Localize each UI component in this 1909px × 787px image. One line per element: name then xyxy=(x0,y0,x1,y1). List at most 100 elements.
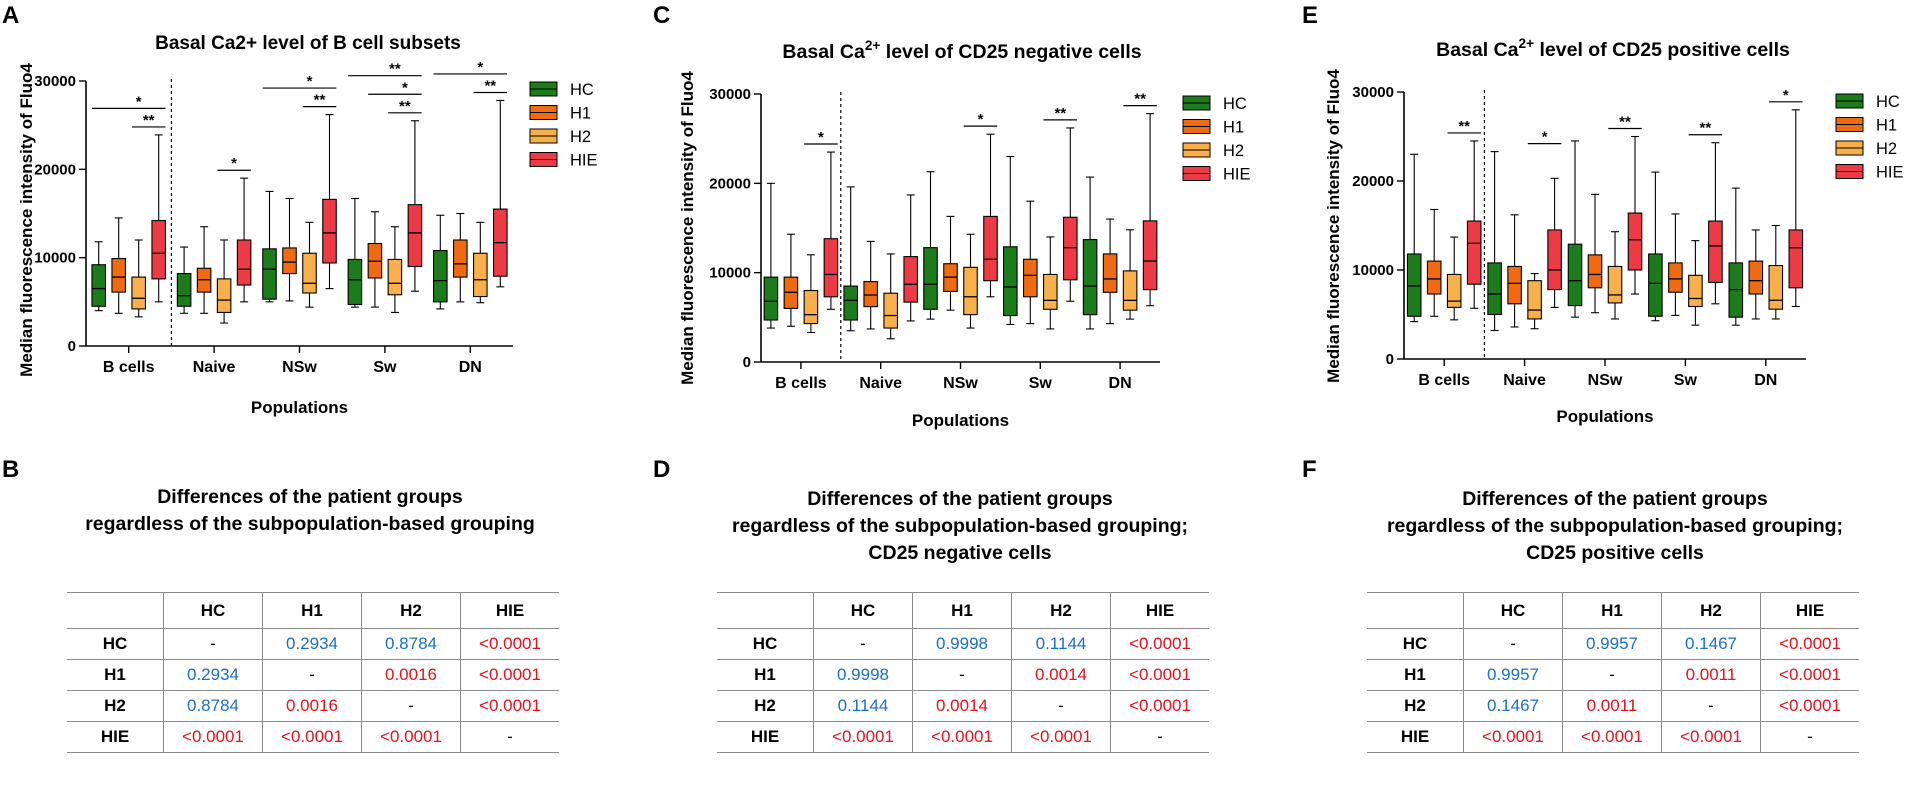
box-body xyxy=(1426,260,1442,295)
y-tick-label: 20000 xyxy=(1352,173,1394,190)
p-value-table-d: HC H1 H2 HIE HC -0.9998 0.1144 <0.0001 H1 0.9998-… xyxy=(717,592,1209,753)
row-header-h1: H1 xyxy=(67,659,164,691)
box-body xyxy=(1466,220,1482,285)
box-body xyxy=(1142,220,1158,291)
box-body xyxy=(1487,262,1502,316)
row-header-h1: H1 xyxy=(1367,659,1464,691)
y-tick-label: 30000 xyxy=(709,86,751,103)
row-header-hie: HIE xyxy=(1367,721,1464,753)
y-tick-label: 30000 xyxy=(1352,84,1394,101)
legend-label-h2: H2 xyxy=(1223,142,1244,160)
legend-label-h1: H1 xyxy=(570,105,591,123)
column-header-hc: HC xyxy=(200,600,226,620)
box-body xyxy=(322,198,337,264)
significance-label: * xyxy=(978,111,984,128)
box-hc xyxy=(1648,171,1663,322)
significance-label: * xyxy=(231,155,237,172)
y-axis-label: Median fluorescence intensity of Fluo4 xyxy=(678,71,697,385)
box-h1 xyxy=(452,212,468,303)
row-header-hc: HC xyxy=(717,628,814,660)
box-h2 xyxy=(803,254,819,334)
x-tick-label: Naive xyxy=(859,375,902,392)
panel-letter-b: B xyxy=(2,456,20,483)
charts-canvas: Basal Ca2+ level of B cell subsets Median… xyxy=(17,33,1904,430)
box-body xyxy=(823,238,839,298)
p-value-cell: <0.0001 xyxy=(1760,690,1859,722)
box-hc xyxy=(432,214,448,310)
chart-title: Basal Ca2+ level of B cell subsets xyxy=(155,33,461,54)
box-body xyxy=(1668,262,1683,293)
p-value-cell: 0.0014 xyxy=(1011,659,1111,691)
p-value-cell: 0.2934 xyxy=(262,628,362,660)
p-value-cell: <0.0001 xyxy=(832,727,894,746)
box-body xyxy=(1768,264,1784,310)
significance-label: * xyxy=(1783,87,1789,104)
box-hie xyxy=(492,99,508,288)
table-row: HIE <0.0001 <0.0001 <0.0001- xyxy=(67,721,559,753)
significance-label: * xyxy=(1542,129,1548,146)
p-value-cell: - xyxy=(460,721,559,753)
table-row: H2 0.1144 0.0014- <0.0001 xyxy=(717,690,1209,722)
box-body xyxy=(452,239,468,278)
box-h2 xyxy=(1122,229,1138,320)
row-header-hc: HC xyxy=(1367,628,1464,660)
table-row: HC - 0.2934 0.8784 <0.0001 xyxy=(67,628,559,660)
x-tick-label: Sw xyxy=(1029,375,1053,392)
legend-label-h2: H2 xyxy=(1876,140,1897,158)
box-body xyxy=(1043,273,1058,310)
box-hie xyxy=(322,114,337,290)
row-header-h2: H2 xyxy=(1367,690,1464,722)
chart-title: Basal Ca2+ level of CD25 negative cells xyxy=(782,38,1141,63)
box-body xyxy=(151,220,166,280)
y-axis-label: Median fluorescence intensity of Fluo4 xyxy=(1324,69,1343,383)
table-row: HC - 0.9998 0.1144 <0.0001 xyxy=(717,628,1209,660)
p-value-cell: 0.0016 xyxy=(262,690,362,722)
box-body xyxy=(131,276,146,310)
p-value-cell: <0.0001 xyxy=(1760,628,1859,660)
p-value-cell: <0.0001 xyxy=(1110,659,1209,691)
table-f-title: Differences of the patient groups regard… xyxy=(1325,486,1905,567)
p-value-cell: 0.0014 xyxy=(912,690,1012,722)
column-header-h2: H2 xyxy=(1011,592,1111,629)
x-tick-label: Sw xyxy=(373,359,397,376)
box-body xyxy=(236,239,252,286)
legend-label-hie: HIE xyxy=(1223,166,1251,184)
x-tick-label: NSw xyxy=(282,359,317,376)
p-value-cell: <0.0001 xyxy=(1110,628,1209,660)
p-value-cell: <0.0001 xyxy=(1110,690,1209,722)
box-body xyxy=(903,256,919,303)
table-row: H1 0.2934 -0.0016 <0.0001 xyxy=(67,659,559,691)
significance-label: ** xyxy=(484,77,496,94)
p-value-cell: - xyxy=(262,659,362,691)
box-body xyxy=(863,281,879,308)
box-h1 xyxy=(196,226,212,314)
table-d-title: Differences of the patient groups regard… xyxy=(670,486,1250,567)
table-b-title-line-1: Differences of the patient groups xyxy=(157,486,463,508)
p-value-cell: <0.0001 xyxy=(1661,721,1761,753)
legend-label-hie: HIE xyxy=(1876,164,1904,182)
box-body xyxy=(883,292,899,329)
box-body xyxy=(432,250,448,303)
box-hc xyxy=(262,190,277,303)
box-body xyxy=(216,278,232,313)
p-value-cell: - xyxy=(1011,690,1111,722)
p-value-cell: <0.0001 xyxy=(262,721,362,753)
table-row: H1 0.9998 -0.0014 <0.0001 xyxy=(717,659,1209,691)
box-body xyxy=(1446,273,1462,308)
p-value-cell: 0.9998 xyxy=(837,665,889,684)
box-body xyxy=(1607,265,1623,304)
p-value-cell: <0.0001 xyxy=(460,659,559,691)
legend-label-hc: HC xyxy=(570,81,594,99)
column-header-hie: HIE xyxy=(460,592,559,629)
table-corner-cell xyxy=(67,592,164,629)
box-body xyxy=(472,252,488,298)
box-body xyxy=(1507,265,1522,305)
significance-label: * xyxy=(307,73,313,90)
y-tick-label: 20000 xyxy=(709,175,751,192)
chart-panel-c: Basal Ca2+ level of CD25 negative cells M… xyxy=(678,38,1251,430)
box-body xyxy=(176,273,192,307)
column-header-hc: HC xyxy=(1500,600,1526,620)
box-h1 xyxy=(1748,229,1764,320)
chart-panel-a: Basal Ca2+ level of B cell subsets Median… xyxy=(17,33,598,417)
box-body xyxy=(1082,239,1098,316)
